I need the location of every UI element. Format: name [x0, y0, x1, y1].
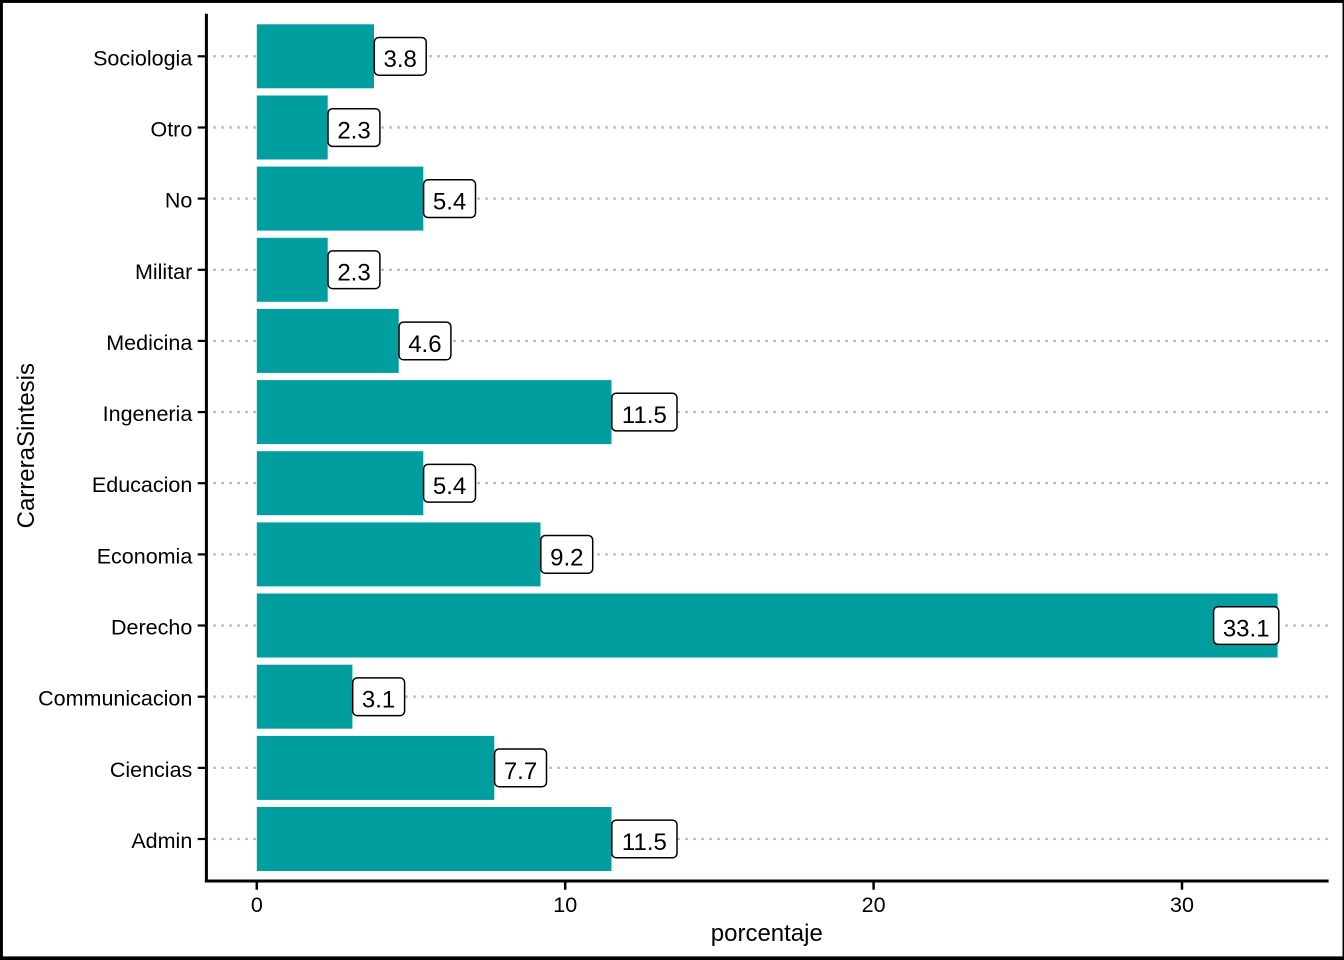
svg-text:Ingeneria: Ingeneria: [103, 402, 193, 426]
svg-text:Economia: Economia: [97, 544, 193, 568]
svg-text:30: 30: [1170, 893, 1194, 917]
svg-text:0: 0: [251, 893, 263, 917]
svg-text:Derecho: Derecho: [111, 616, 192, 640]
svg-text:10: 10: [553, 893, 577, 917]
svg-text:11.5: 11.5: [622, 829, 667, 856]
svg-text:Medicina: Medicina: [106, 331, 192, 355]
svg-text:Sociologia: Sociologia: [93, 46, 192, 70]
svg-text:No: No: [165, 189, 193, 213]
svg-text:4.6: 4.6: [408, 331, 441, 358]
svg-text:Admin: Admin: [131, 829, 192, 853]
svg-text:2.3: 2.3: [337, 260, 370, 287]
svg-text:5.4: 5.4: [433, 189, 466, 216]
svg-text:3.1: 3.1: [362, 687, 395, 714]
svg-text:CarreraSintesis: CarreraSintesis: [13, 363, 40, 528]
svg-text:Otro: Otro: [150, 118, 192, 142]
svg-text:Educacion: Educacion: [92, 473, 192, 497]
svg-text:Communicacion: Communicacion: [38, 687, 192, 711]
svg-text:Militar: Militar: [135, 260, 192, 284]
svg-text:33.1: 33.1: [1223, 615, 1270, 642]
svg-text:2.3: 2.3: [337, 117, 370, 144]
svg-text:Ciencias: Ciencias: [110, 758, 192, 782]
svg-text:3.8: 3.8: [384, 46, 417, 73]
svg-text:20: 20: [862, 893, 886, 917]
svg-text:9.2: 9.2: [550, 544, 583, 571]
svg-text:porcentaje: porcentaje: [711, 920, 823, 947]
svg-text:5.4: 5.4: [433, 473, 466, 500]
svg-text:7.7: 7.7: [504, 758, 537, 785]
svg-text:11.5: 11.5: [622, 402, 667, 429]
